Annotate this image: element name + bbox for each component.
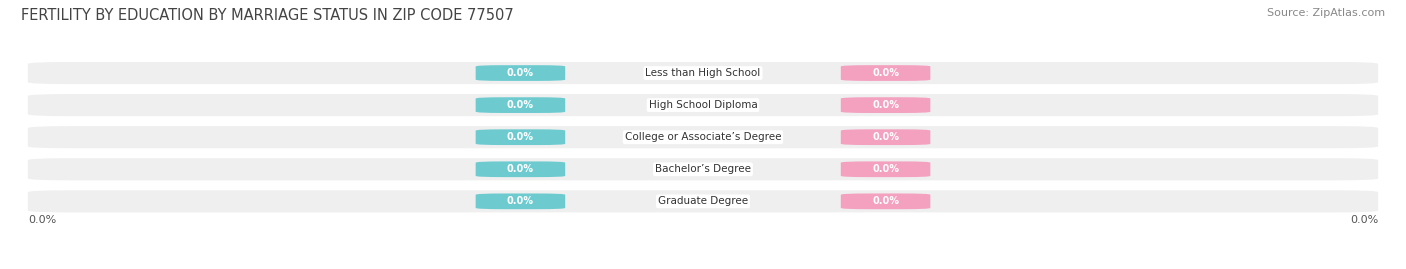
Text: 0.0%: 0.0% [508,68,534,78]
Text: Less than High School: Less than High School [645,68,761,78]
FancyBboxPatch shape [475,97,565,113]
FancyBboxPatch shape [28,126,1378,148]
Text: 0.0%: 0.0% [508,132,534,142]
FancyBboxPatch shape [28,190,1378,213]
FancyBboxPatch shape [475,161,565,177]
Text: Graduate Degree: Graduate Degree [658,196,748,206]
Text: 0.0%: 0.0% [872,68,898,78]
FancyBboxPatch shape [28,94,1378,116]
FancyBboxPatch shape [841,97,931,113]
Text: High School Diploma: High School Diploma [648,100,758,110]
Text: 0.0%: 0.0% [872,196,898,206]
Text: 0.0%: 0.0% [28,215,56,225]
Text: 0.0%: 0.0% [508,196,534,206]
Text: 0.0%: 0.0% [1350,215,1378,225]
Text: College or Associate’s Degree: College or Associate’s Degree [624,132,782,142]
Text: 0.0%: 0.0% [872,132,898,142]
Text: Bachelor’s Degree: Bachelor’s Degree [655,164,751,174]
FancyBboxPatch shape [841,161,931,177]
FancyBboxPatch shape [841,65,931,81]
FancyBboxPatch shape [28,62,1378,84]
Text: 0.0%: 0.0% [508,164,534,174]
FancyBboxPatch shape [28,158,1378,180]
Text: 0.0%: 0.0% [508,100,534,110]
FancyBboxPatch shape [475,129,565,145]
FancyBboxPatch shape [475,65,565,81]
FancyBboxPatch shape [475,193,565,209]
Text: FERTILITY BY EDUCATION BY MARRIAGE STATUS IN ZIP CODE 77507: FERTILITY BY EDUCATION BY MARRIAGE STATU… [21,8,513,23]
Text: Source: ZipAtlas.com: Source: ZipAtlas.com [1267,8,1385,18]
FancyBboxPatch shape [841,193,931,209]
Text: 0.0%: 0.0% [872,164,898,174]
FancyBboxPatch shape [841,129,931,145]
Text: 0.0%: 0.0% [872,100,898,110]
